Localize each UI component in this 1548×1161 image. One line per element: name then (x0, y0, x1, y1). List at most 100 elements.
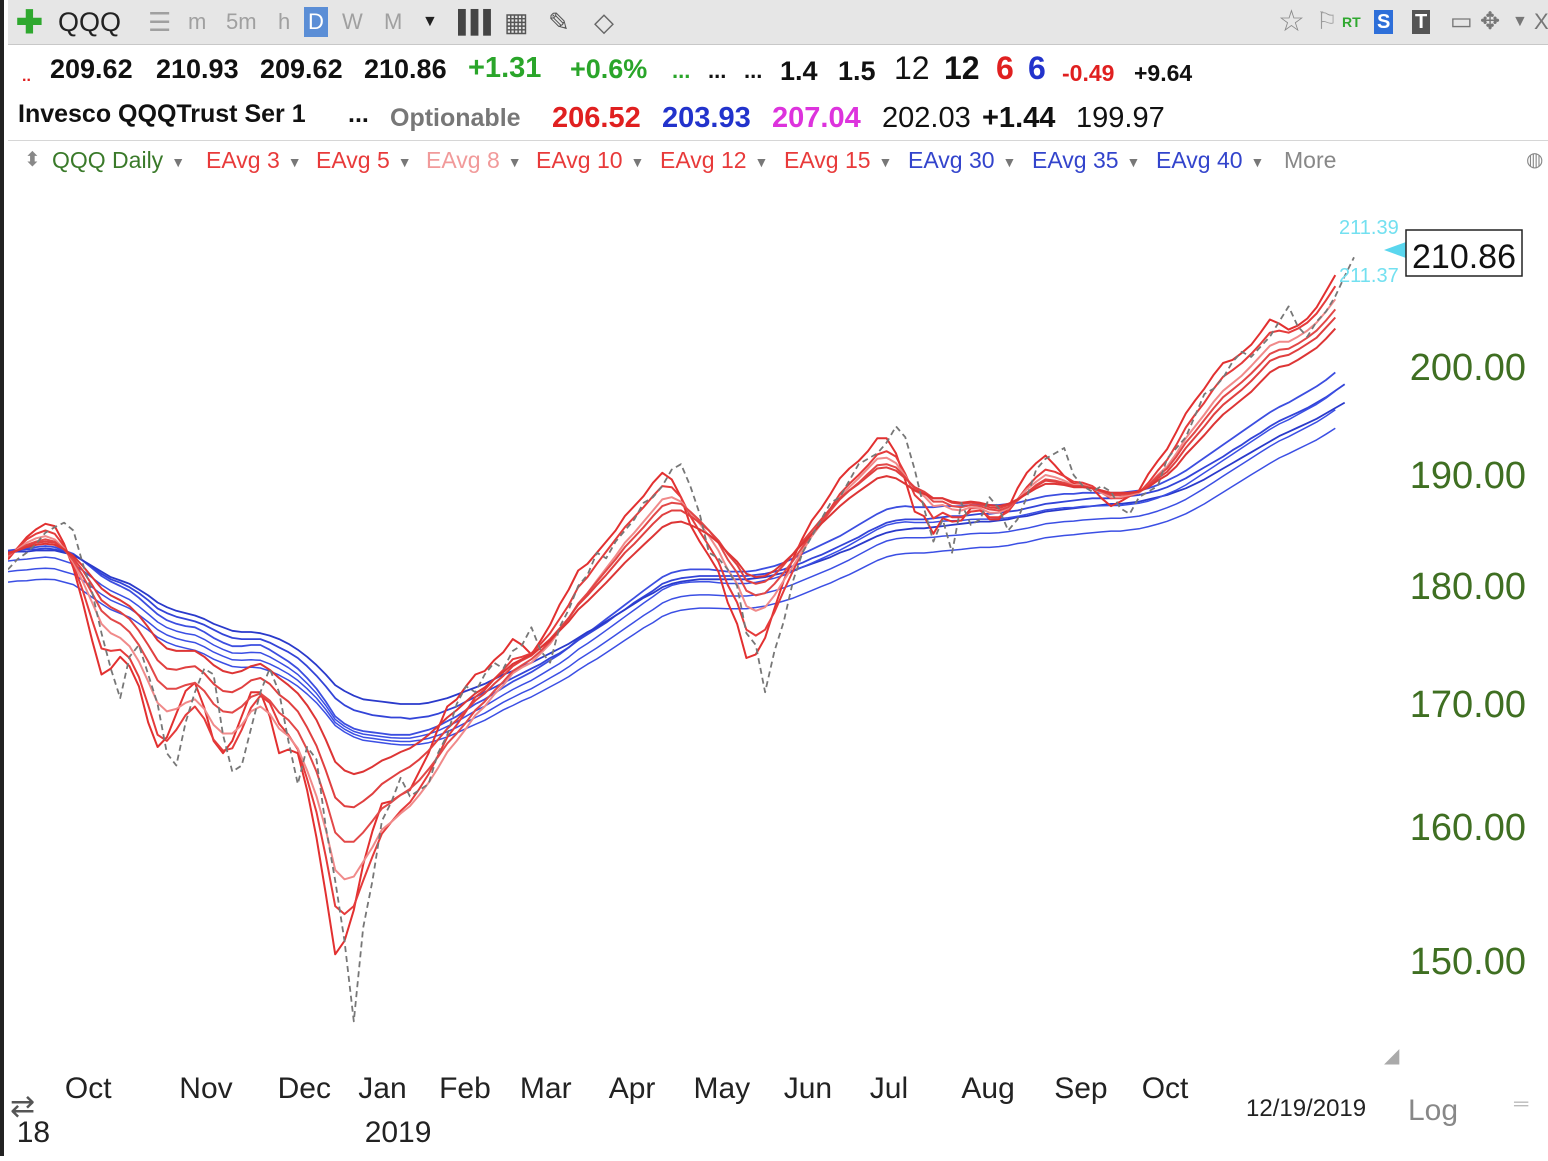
chart-canvas[interactable]: 200.00 190.00 180.00 170.00 160.00 150.00 Oct… (7, 186, 1548, 1156)
legend-label: EAvg 5 (316, 147, 390, 173)
color-palette-icon[interactable]: ◍ (1526, 149, 1544, 171)
x-tick-label: Oct (65, 1072, 112, 1105)
interval-dropdown-icon[interactable]: ▼ (422, 13, 438, 30)
year-label: 2019 (365, 1116, 432, 1149)
y-axis: 200.00 190.00 180.00 170.00 160.00 150.00 (1410, 347, 1526, 983)
ema-line-eavg-30 (7, 371, 1336, 736)
legend-item-eavg-10[interactable]: EAvg 10 ▼ (536, 147, 644, 174)
ema-line-eavg-12 (7, 316, 1337, 809)
name-dots: ... (348, 100, 369, 128)
legend-label: EAvg 12 (660, 147, 747, 173)
log-scale-toggle[interactable]: Log (1408, 1094, 1458, 1127)
symbol-field[interactable]: QQQ (58, 7, 122, 37)
indicator-legend: ⬍ QQQ Daily ▼ EAvg 3 ▼ EAvg 5 ▼ EAvg 8 ▼ EAv… (8, 141, 1548, 181)
window-menu-icon[interactable]: ▼ (1512, 13, 1528, 30)
legend-label: EAvg 3 (206, 147, 280, 173)
stat-blue-value: 203.93 (662, 102, 751, 134)
security-name: Invesco QQQTrust Ser 1 (18, 100, 306, 128)
ema-line-eavg-15 (7, 327, 1337, 776)
quote-value-6: 6 (1028, 50, 1046, 86)
legend-label: EAvg 40 (1156, 147, 1243, 173)
price-change: +1.31 (468, 52, 542, 84)
ema-slow-band-line (7, 390, 1336, 739)
legend-label: EAvg 10 (536, 147, 623, 173)
interval-weekly[interactable]: W (342, 9, 363, 34)
quote-value-5: 6 (996, 50, 1014, 86)
ema-line-eavg-8 (7, 298, 1337, 881)
legend-item-eavg-12[interactable]: EAvg 12 ▼ (660, 147, 768, 174)
legend-reorder-icon[interactable]: ⬍ (24, 149, 41, 171)
fast-ema-lines (7, 274, 1337, 956)
grid-settings-icon[interactable]: ▦ (504, 7, 529, 37)
y-tick-label: 170.00 (1410, 684, 1526, 726)
x-tick-label: Aug (961, 1072, 1014, 1105)
x-tick-label: Nov (179, 1072, 232, 1105)
x-tick-label: Sep (1054, 1072, 1107, 1105)
favorite-star-icon[interactable]: ☆ (1278, 5, 1305, 38)
interval-5min[interactable]: 5m (226, 9, 257, 34)
legend-item-eavg-30[interactable]: EAvg 30 ▼ (908, 147, 1016, 174)
draw-pencil-icon[interactable]: ✎ (548, 7, 570, 37)
quote-value-2: 1.5 (838, 56, 876, 86)
eraser-icon[interactable]: ◇ (594, 7, 614, 37)
interval-monthly[interactable]: M (384, 9, 403, 34)
legend-item-eavg-3[interactable]: EAvg 3 ▼ (206, 147, 302, 174)
close-price-line (7, 256, 1355, 1023)
ema-line-eavg-35 (7, 383, 1346, 720)
low-price: 209.62 (260, 54, 343, 84)
legend-more-button[interactable]: More (1284, 147, 1337, 173)
open-price: 209.62 (50, 54, 133, 84)
stat-change-value: +1.44 (982, 102, 1056, 134)
stream-s-button[interactable]: S (1374, 10, 1394, 34)
y-tick-label: 180.00 (1410, 566, 1526, 608)
x-tick-label: Feb (439, 1072, 491, 1105)
slow-ema-lines (7, 371, 1346, 746)
zoom-arrow-icon[interactable]: ◢ (1384, 1045, 1400, 1067)
legend-item-qqq-daily[interactable]: QQQ Daily ▼ (52, 147, 185, 174)
legend-item-eavg-15[interactable]: EAvg 15 ▼ (784, 147, 892, 174)
quote-value-4: 12 (944, 50, 980, 86)
legend-label: EAvg 15 (784, 147, 871, 173)
alert-flag-icon[interactable]: ⚐ (1316, 8, 1338, 35)
last-price-label: 210.86 (1412, 238, 1516, 276)
list-icon[interactable]: ☰ (148, 7, 172, 37)
save-icon[interactable]: ▭ (1450, 8, 1473, 35)
chevron-down-icon: ▼ (630, 153, 645, 170)
interval-hour[interactable]: h (278, 9, 291, 34)
chevron-down-icon: ▼ (878, 153, 893, 170)
close-button[interactable]: X (1534, 9, 1548, 34)
x-tick-label: Dec (278, 1072, 331, 1105)
marker-low-label: 211.37 (1339, 265, 1399, 287)
x-tick-label: May (694, 1072, 751, 1105)
price-chart[interactable]: 200.00 190.00 180.00 170.00 160.00 150.00 Oct… (7, 186, 1548, 1156)
move-icon[interactable]: ✥ (1480, 8, 1501, 35)
year-label: 18 (17, 1116, 50, 1149)
interval-minute[interactable]: m (188, 9, 207, 34)
stat-red-value: 206.52 (552, 102, 641, 134)
x-tick-label: Jun (784, 1072, 832, 1105)
interval-daily[interactable]: D (304, 7, 328, 37)
chevron-down-icon: ▼ (754, 153, 769, 170)
quote-line-2: Invesco QQQTrust Ser 1 ... Optionable 20… (8, 96, 1548, 141)
quote-lead-dots: .. (22, 68, 31, 85)
quote-dots-1: ... (672, 58, 691, 83)
refresh-icon[interactable]: ⇄ (10, 1090, 35, 1123)
ema-slow-band-line (7, 409, 1336, 743)
scale-menu-icon[interactable]: ═ (1513, 1093, 1529, 1115)
chevron-down-icon: ▼ (1126, 153, 1141, 170)
quote-dots-2: ... (708, 58, 727, 83)
ema-line-eavg-40 (7, 401, 1346, 705)
quote-value-3: 12 (894, 50, 930, 86)
bar-chart-icon[interactable]: ▌▌▌ (458, 9, 499, 34)
legend-item-eavg-5[interactable]: EAvg 5 ▼ (316, 147, 412, 174)
legend-item-eavg-40[interactable]: EAvg 40 ▼ (1156, 147, 1264, 174)
legend-item-eavg-35[interactable]: EAvg 35 ▼ (1032, 147, 1140, 174)
toolbar: ✚ QQQ ☰ m 5m h D W M ▼ ▌▌▌ ▦ ✎ ◇ ☆ ⚐ RT … (8, 0, 1548, 45)
legend-item-eavg-8[interactable]: EAvg 8 ▼ (426, 147, 522, 174)
ema-line-eavg-10 (7, 308, 1337, 843)
chevron-down-icon: ▼ (1250, 153, 1265, 170)
add-icon[interactable]: ✚ (16, 4, 43, 40)
trade-t-button[interactable]: T (1412, 10, 1431, 34)
last-price-box (1405, 229, 1523, 277)
x-tick-label: Jan (358, 1072, 406, 1105)
